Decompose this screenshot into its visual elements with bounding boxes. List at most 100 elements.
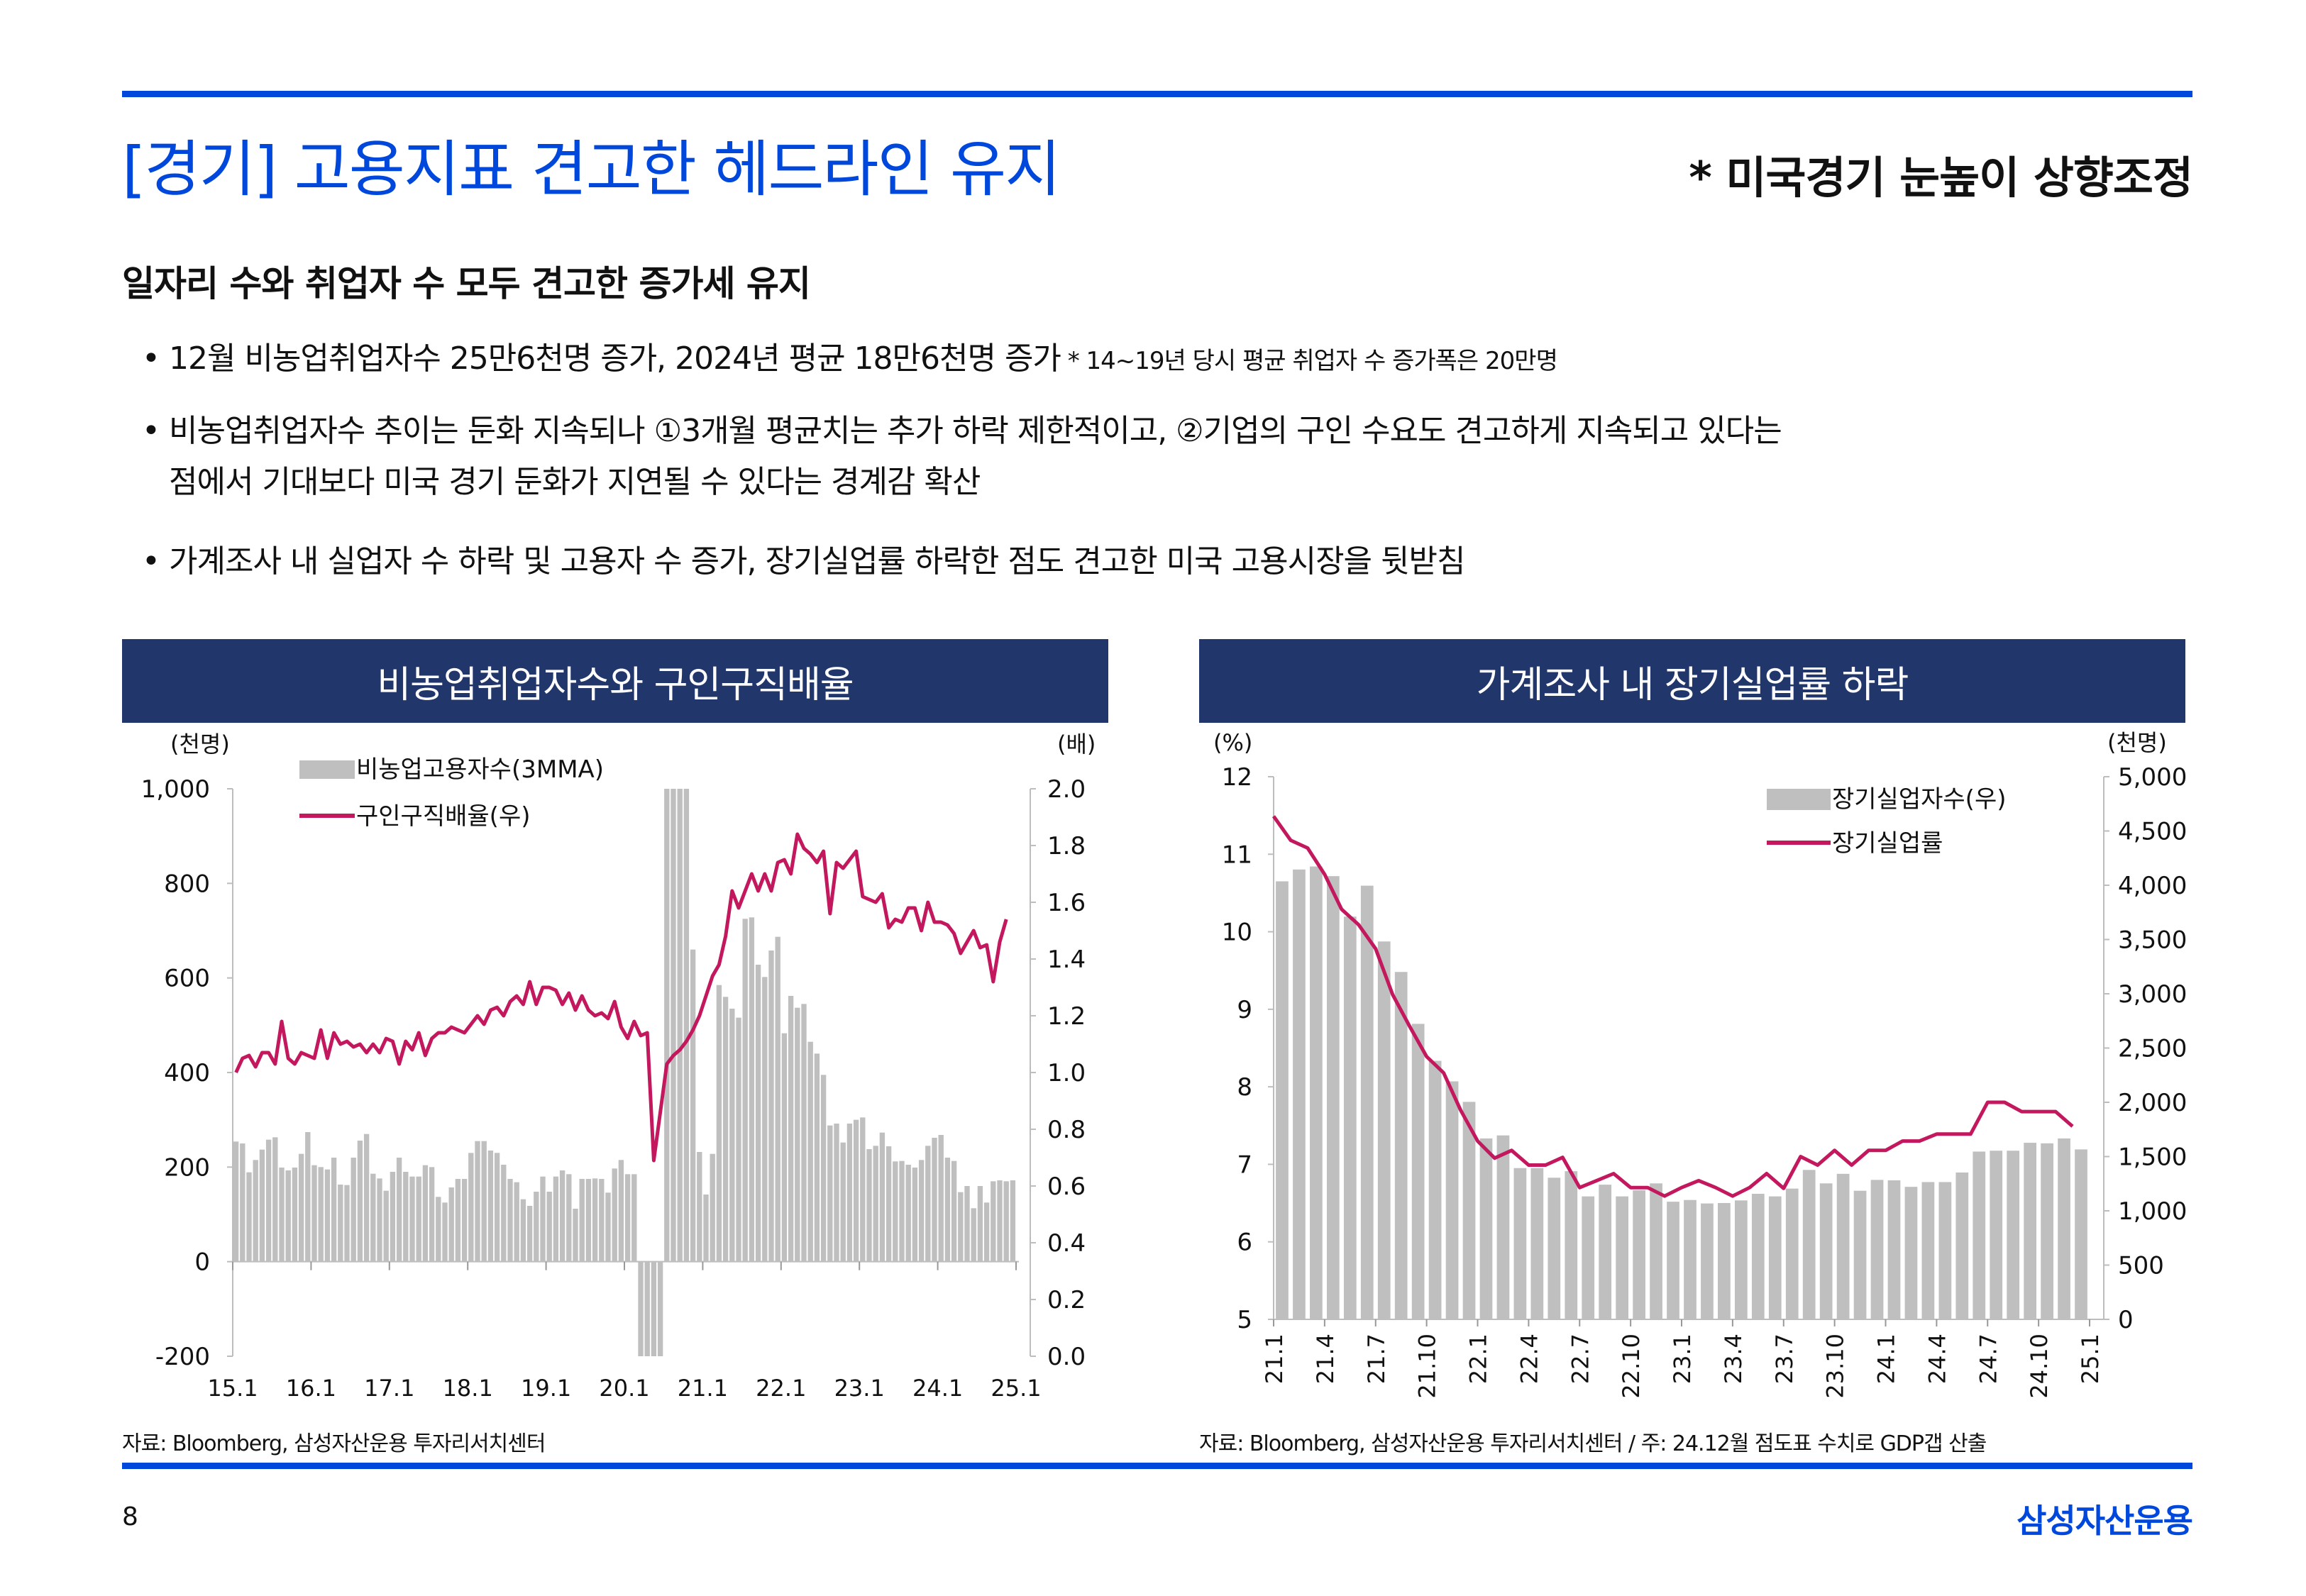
bullet-dot: • [142, 340, 160, 377]
bullet-dot: • [142, 543, 160, 580]
long-term-unemployed-bar [1411, 1024, 1425, 1319]
left-y-tick-label: 600 [164, 965, 210, 993]
x-tick-label: 23.4 [1720, 1334, 1747, 1384]
x-tick-label: 25.1 [991, 1375, 1041, 1402]
payroll-bar [873, 1146, 878, 1262]
payroll-bar [475, 1141, 480, 1262]
bullet-item: • 12월 비농업취업자수 25만6천명 증가, 2024년 평균 18만6천명 … [142, 333, 1558, 387]
payroll-bar [860, 1117, 866, 1262]
long-term-unemployed-bar [1938, 1182, 1952, 1319]
bullet-note: * 14~19년 당시 평균 취업자 수 증가폭은 20만명 [1060, 347, 1558, 375]
payroll-bar [370, 1173, 376, 1262]
payroll-bar [983, 1202, 990, 1262]
x-tick-label: 21.10 [1414, 1334, 1441, 1399]
left-axis-unit: (%) [1213, 729, 1252, 756]
left-axis-unit: (천명) [170, 731, 230, 758]
payroll-bar [566, 1174, 572, 1262]
long-term-unemployed-bar [1530, 1168, 1544, 1319]
legend-bar-label: 비농업고용자수(3MMA) [356, 755, 604, 784]
right-y-tick-label: 1,500 [2118, 1143, 2187, 1172]
payroll-bar [997, 1180, 1003, 1262]
x-tick-label: 23.1 [834, 1375, 885, 1402]
payroll-bar [722, 997, 729, 1262]
payroll-bar [703, 1195, 709, 1262]
x-tick-label: 21.4 [1312, 1334, 1339, 1384]
left-y-tick-label: -200 [155, 1343, 210, 1371]
long-term-unemployed-bar [1377, 941, 1391, 1319]
left-y-tick-label: 7 [1237, 1151, 1252, 1179]
right-y-tick-label: 1.8 [1047, 832, 1086, 860]
payroll-bar [899, 1160, 905, 1262]
long-term-unemployed-bar [1734, 1200, 1748, 1319]
payroll-bar [938, 1135, 944, 1262]
long-term-unemployed-bar [1751, 1193, 1765, 1319]
x-tick-label: 21.1 [678, 1375, 728, 1402]
left-chart-title: 비농업취업자수와 구인구직배율 [122, 639, 1108, 723]
payroll-bar [377, 1178, 382, 1262]
payroll-bar [429, 1167, 435, 1262]
long-term-unemployed-bar [1496, 1135, 1510, 1319]
right-y-tick-label: 0.0 [1047, 1343, 1086, 1371]
payroll-bar [795, 1007, 800, 1262]
right-axis-unit: (배) [1057, 731, 1096, 758]
legend-line-label: 구인구직배율(우) [356, 802, 531, 831]
long-term-unemployed-bar [1310, 866, 1323, 1319]
x-tick-label: 21.1 [1261, 1334, 1288, 1384]
payroll-bar [311, 1165, 317, 1262]
payroll-bar [853, 1119, 859, 1262]
long-term-unemployed-bar [1887, 1180, 1901, 1319]
payroll-bar [951, 1160, 957, 1262]
right-y-tick-label: 4,000 [2118, 872, 2187, 900]
payroll-bar [573, 1209, 578, 1262]
right-y-tick-label: 1.4 [1047, 946, 1086, 974]
payroll-bar [801, 1004, 807, 1262]
long-term-unemployed-bar [1853, 1190, 1867, 1319]
payroll-bar [918, 1160, 925, 1262]
long-term-unemployed-bar [1904, 1187, 1918, 1319]
payroll-bar [546, 1192, 552, 1262]
payroll-bar [879, 1132, 886, 1262]
left-y-tick-label: 8 [1237, 1073, 1252, 1102]
payroll-bar [677, 789, 683, 1262]
payroll-bar [448, 1187, 454, 1262]
right-y-tick-label: 0 [2118, 1306, 2134, 1334]
payroll-bar [416, 1176, 421, 1262]
payroll-bar [285, 1170, 291, 1262]
payroll-bar [775, 936, 780, 1262]
payroll-bar [664, 789, 670, 1262]
long-term-unemployed-bar [1921, 1182, 1935, 1319]
right-chart-source: 자료: Bloomberg, 삼성자산운용 투자리서치센터 / 주: 24.12… [1199, 1431, 1987, 1456]
long-term-unemployed-bar [1633, 1190, 1645, 1319]
payroll-bar [729, 1009, 735, 1262]
payroll-bar [657, 1261, 663, 1356]
x-tick-label: 20.1 [599, 1375, 649, 1402]
payroll-bar [905, 1165, 911, 1262]
long-term-unemployed-bar [1582, 1196, 1595, 1319]
payroll-bar [305, 1132, 311, 1262]
payroll-bar [292, 1168, 298, 1262]
right-y-tick-label: 1.0 [1047, 1059, 1086, 1087]
payroll-bar [971, 1208, 976, 1262]
long-term-unemployed-bar [1650, 1183, 1662, 1319]
payroll-bar [233, 1141, 239, 1262]
legend-bar-swatch [299, 760, 355, 779]
payroll-bar [507, 1179, 513, 1262]
left-y-tick-label: 12 [1222, 763, 1252, 792]
payroll-bar [651, 1261, 657, 1356]
x-tick-label: 18.1 [443, 1375, 493, 1402]
x-tick-label: 24.4 [1924, 1334, 1951, 1384]
top-divider [122, 91, 2192, 97]
payroll-bar [697, 1152, 702, 1262]
right-y-tick-label: 2,500 [2118, 1035, 2187, 1063]
x-tick-label: 23.1 [1669, 1334, 1696, 1384]
payroll-bar [240, 1143, 246, 1262]
payroll-bar [814, 1053, 820, 1262]
payroll-bar [265, 1139, 272, 1262]
left-chart-source: 자료: Bloomberg, 삼성자산운용 투자리서치센터 [122, 1431, 546, 1456]
long-term-unemployment-rate-line [1271, 815, 2074, 1198]
left-y-tick-label: 800 [164, 870, 210, 898]
x-tick-label: 22.10 [1618, 1334, 1645, 1399]
payroll-bar [827, 1125, 833, 1262]
payroll-bar [520, 1199, 526, 1262]
long-term-unemployed-bar [1802, 1170, 1816, 1319]
